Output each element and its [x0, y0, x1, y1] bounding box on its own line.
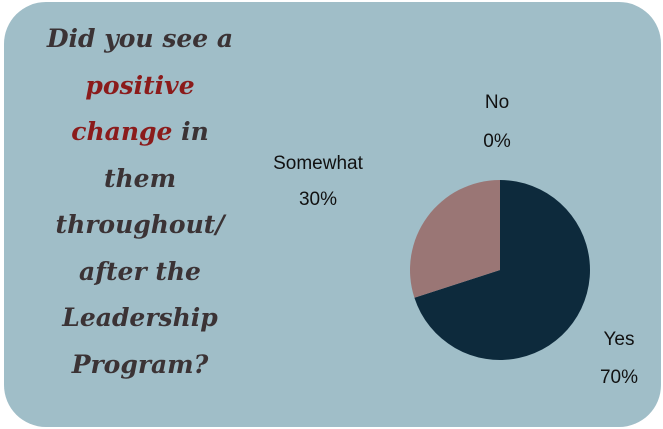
pie-slice — [409, 180, 500, 298]
title-text: throughout/ — [55, 210, 225, 239]
title-line: them — [20, 156, 260, 203]
title-line: Leadership — [20, 295, 260, 342]
title-line: throughout/ — [20, 202, 260, 249]
slice-value: 0% — [483, 131, 511, 152]
title-text: change — [71, 117, 173, 146]
pie-slice — [414, 180, 590, 360]
slice-label: No — [485, 92, 509, 113]
title-line: after the — [20, 249, 260, 296]
title-text: in — [172, 117, 209, 146]
chart-title: Did you see a positive change in them throug… — [20, 16, 260, 388]
slice-label: Yes — [604, 329, 635, 350]
slice-value: 70% — [600, 367, 638, 388]
slice-label: Somewhat — [273, 153, 363, 174]
title-text: Program? — [71, 349, 209, 379]
slice-value: 30% — [299, 189, 337, 210]
title-text: after the — [79, 256, 201, 286]
title-line: Program? — [20, 342, 260, 389]
title-line: positive — [20, 63, 260, 110]
title-line: Did you see a — [20, 16, 260, 63]
title-text: positive — [85, 70, 195, 100]
title-text: Leadership — [62, 303, 218, 332]
title-line: change in — [20, 109, 260, 156]
title-text: them — [103, 163, 177, 193]
title-text: Did you see a — [46, 24, 234, 53]
